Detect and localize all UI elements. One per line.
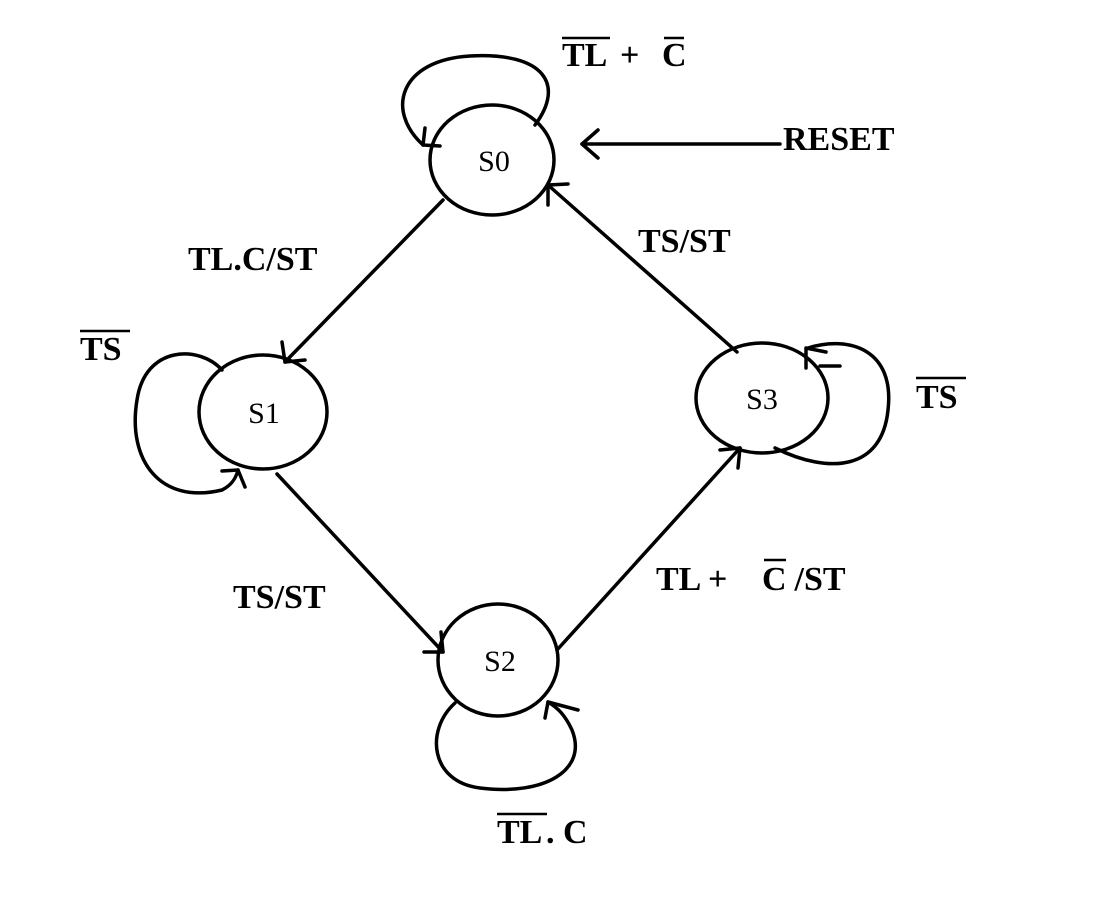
state-s1: S1 [197,353,329,471]
label-s1-self: TS [80,329,130,368]
reset-label: RESET [783,121,895,158]
edge-reset-arrowhead [580,128,600,160]
self-loop-s3-path [773,341,891,466]
self-loop-s3-arrowhead [804,346,828,370]
label-s0-self: TL + C [562,36,687,74]
label-s0-to-s1: TL.C/ST [188,241,318,278]
self-loop-s0-path [400,53,551,147]
state-s1-label: S1 [248,397,280,430]
self-loop-s2-arrowhead [543,700,580,720]
label-s3-self: TS [916,376,966,416]
edge-s1-to-s2-arrowhead [422,630,445,654]
edge-s0-to-s1 [280,198,445,364]
state-s2-label: S2 [484,645,516,678]
edge-s1-to-s2 [275,472,445,654]
self-loop-s1-arrowhead [220,468,247,489]
self-loop-s0-arrowhead [421,126,442,148]
self-loop-s2-path [434,700,578,792]
self-loop-s0 [400,53,551,148]
edge-s3-to-s0-line [546,183,739,354]
label-s2-self-a: TL [497,814,542,851]
edge-s3-to-s0 [546,182,739,354]
label-s2-to-s3-b: C [762,561,787,598]
label-s2-to-s3-c: /ST [786,561,846,598]
state-s1-circle [197,353,329,471]
label-s0-self-a: TL [562,37,607,74]
label-s3-self-text: TS [916,379,958,416]
label-s0-self-b: C [662,37,687,74]
edge-s2-to-s3 [555,446,742,652]
self-loop-s2 [434,700,580,792]
self-loop-s1 [133,352,247,495]
label-s0-self-plus: + [620,37,639,74]
state-s0-circle [428,103,556,217]
edge-s2-to-s3-line [555,446,742,652]
state-s3: S3 [694,341,830,455]
edge-s3-to-s0-arrowhead [546,182,570,207]
label-s3-to-s0: TS/ST [638,223,731,260]
state-s0: S0 [428,103,556,217]
state-s3-circle [694,341,830,455]
self-loop-s3 [773,341,891,466]
edge-s0-to-s1-arrowhead [280,340,307,364]
edge-s0-to-s1-line [283,198,445,364]
state-s2-circle [436,602,560,718]
label-s2-to-s3: TL + C /ST [656,558,846,598]
edge-s2-to-s3-arrowhead [718,446,742,470]
label-s1-self-text: TS [80,331,122,368]
label-s2-self: TL . C [497,812,588,851]
label-s1-to-s2: TS/ST [233,579,326,616]
state-s0-label: S0 [478,145,510,178]
edge-reset-to-s0 [580,128,782,160]
state-s3-label: S3 [746,383,778,416]
edge-s1-to-s2-line [275,472,445,654]
state-s2: S2 [436,602,560,718]
label-s2-to-s3-a: TL + [656,561,736,598]
label-s2-self-b: . C [546,814,588,851]
self-loop-s1-path [133,352,240,495]
